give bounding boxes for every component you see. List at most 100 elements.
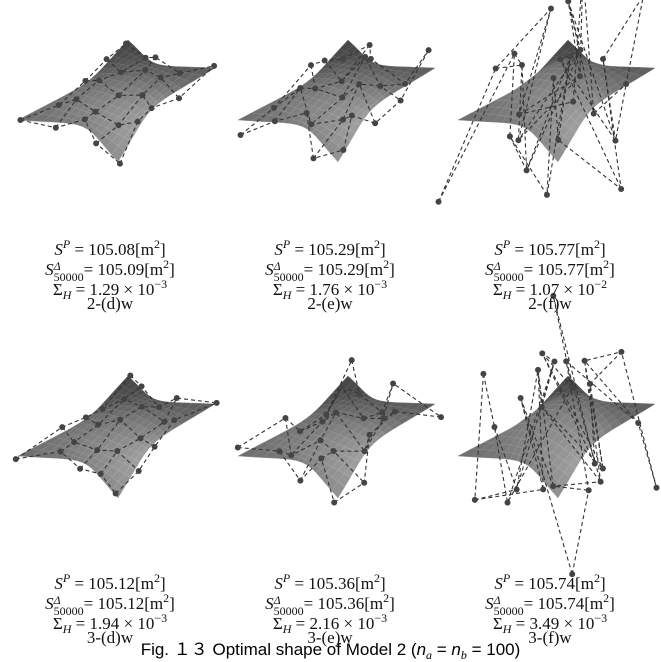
control-point — [71, 439, 78, 446]
control-point — [516, 111, 523, 118]
superscript: P — [62, 237, 71, 251]
control-point — [570, 98, 577, 105]
control-point — [135, 467, 142, 474]
superscript: −3 — [154, 277, 168, 291]
control-point — [504, 499, 511, 506]
formula: SP = 105.77[m2] — [440, 234, 660, 259]
control-point — [103, 56, 110, 63]
superscript: 2 — [153, 237, 160, 251]
text: = 100) — [466, 640, 521, 659]
text: = — [432, 640, 452, 659]
superscript: 2 — [383, 257, 390, 271]
symbol: S — [494, 574, 503, 593]
control-point — [297, 85, 304, 92]
control-point — [331, 499, 338, 506]
control-point — [339, 94, 346, 101]
control-point — [565, 0, 572, 5]
control-point — [540, 486, 547, 493]
control-net — [15, 375, 131, 460]
formula: SP = 105.74[m2] — [440, 568, 660, 593]
control-point — [518, 62, 525, 69]
control-point — [362, 53, 369, 60]
control-point — [599, 465, 606, 472]
control-point — [438, 414, 445, 421]
control-point — [491, 423, 498, 430]
control-point — [161, 418, 168, 425]
superscript: 2 — [593, 571, 600, 585]
control-point — [517, 395, 524, 402]
control-point — [55, 102, 62, 109]
superscript: 2 — [373, 571, 380, 585]
control-point — [127, 372, 134, 379]
text: = 105.36[m — [290, 574, 374, 593]
control-point — [77, 465, 84, 472]
superscript: P — [502, 571, 511, 585]
text: = 1.76 × 10 — [291, 280, 375, 299]
control-point — [96, 77, 103, 84]
control-point — [366, 41, 373, 48]
surface-patch — [413, 403, 436, 412]
superscript: Δ — [273, 259, 281, 273]
control-point — [276, 448, 283, 455]
superscript: 2 — [163, 591, 170, 605]
control-point — [112, 490, 119, 497]
control-net — [84, 56, 156, 120]
text: = 105.12[m — [70, 574, 154, 593]
symbol: S — [494, 240, 503, 259]
control-point — [577, 46, 584, 53]
superscript: −2 — [594, 277, 608, 291]
superscript: 2 — [373, 237, 380, 251]
control-point — [92, 108, 99, 115]
text: 3-(f)w — [528, 628, 572, 647]
control-point — [550, 292, 557, 299]
symbol: S — [265, 594, 274, 613]
control-point — [538, 403, 545, 410]
symbol: S — [54, 574, 63, 593]
superscript: P — [502, 237, 511, 251]
panel-text: SP = 105.29[m2] S Δ 50000 = 105.29[m2] ΣH = 1… — [220, 234, 440, 314]
control-net — [565, 359, 658, 575]
control-net — [342, 49, 430, 151]
superscript: P — [282, 237, 291, 251]
panel-label: 3-(d)w — [0, 628, 220, 648]
text: ] — [159, 574, 166, 593]
control-point — [551, 358, 558, 365]
panel-label: 2-(e)w — [220, 294, 440, 314]
control-point — [539, 350, 546, 357]
text: = 105.12[m — [83, 594, 164, 613]
control-point — [173, 395, 180, 402]
superscript: 2 — [383, 591, 390, 605]
surface-patch — [413, 67, 436, 76]
formula: SP = 105.08[m2] — [0, 234, 220, 259]
superscript: 2 — [593, 237, 600, 251]
control-point — [323, 411, 330, 418]
control-point — [330, 448, 337, 455]
control-point — [142, 54, 149, 61]
control-point — [567, 53, 574, 60]
control-point — [288, 452, 295, 459]
control-point — [511, 50, 518, 57]
text: = 1.94 × 10 — [71, 614, 155, 633]
text: = 105.29[m — [290, 240, 374, 259]
control-net — [299, 411, 371, 453]
subscript: b — [460, 648, 467, 662]
control-point — [348, 357, 355, 364]
control-point — [176, 95, 183, 102]
control-point — [623, 80, 630, 87]
formula: SP = 105.29[m2] — [220, 234, 440, 259]
control-point — [321, 57, 328, 64]
control-point — [12, 456, 19, 463]
control-net — [482, 295, 573, 505]
caption: Fig. １３ Optimal shape of Model 2 (na = n… — [0, 640, 661, 662]
control-point — [93, 140, 100, 147]
control-point — [82, 77, 89, 84]
panel-text: SP = 105.77[m2] S Δ 50000 = 105.77[m2] ΣH = 1… — [440, 234, 660, 314]
control-point — [234, 444, 241, 451]
control-point — [151, 443, 158, 450]
formula: ΣH = 1.76 × 10−3 — [220, 274, 440, 302]
subscript: 50000 — [493, 604, 524, 618]
superscript: P — [282, 571, 291, 585]
control-point — [117, 69, 124, 76]
control-point — [282, 414, 289, 421]
control-point — [402, 80, 409, 87]
